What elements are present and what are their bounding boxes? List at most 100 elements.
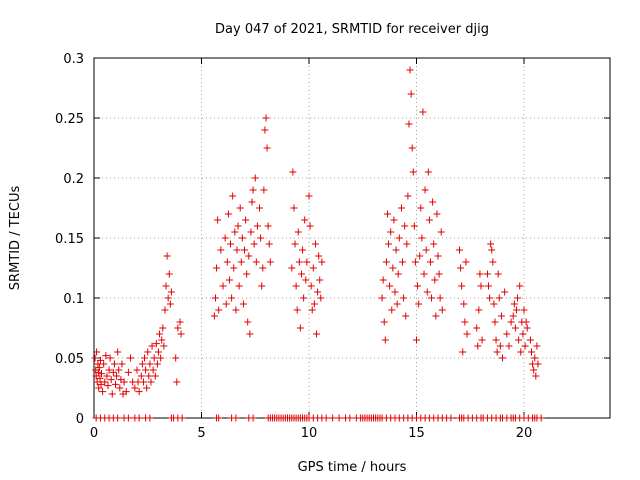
data-point <box>411 258 419 266</box>
data-point <box>492 336 500 344</box>
data-point <box>496 342 504 350</box>
data-point <box>122 388 130 396</box>
zero-point <box>335 414 343 422</box>
data-point <box>510 300 518 308</box>
data-point <box>406 66 414 74</box>
data-point <box>424 168 432 176</box>
data-point <box>495 294 503 302</box>
zero-point <box>537 414 545 422</box>
data-point <box>436 294 444 302</box>
data-point <box>263 144 271 152</box>
data-point <box>231 228 239 236</box>
data-point <box>521 342 529 350</box>
data-point <box>407 90 415 98</box>
data-point <box>417 204 425 212</box>
data-point <box>497 312 505 320</box>
data-point <box>490 300 498 308</box>
data-point <box>102 352 110 360</box>
data-point <box>219 282 227 290</box>
data-point <box>400 294 408 302</box>
data-point <box>172 354 180 362</box>
data-point <box>405 120 413 128</box>
data-point <box>223 258 231 266</box>
data-point <box>431 276 439 284</box>
data-point <box>245 252 253 260</box>
y-tick-label: 0.2 <box>63 172 84 187</box>
data-point <box>260 186 268 194</box>
data-point <box>247 228 255 236</box>
data-point <box>395 234 403 242</box>
data-point <box>127 354 135 362</box>
data-point <box>517 348 525 356</box>
data-point <box>303 258 311 266</box>
y-tick-labels: 0 0.05 0.1 0.15 0.2 0.25 0.3 <box>55 52 84 427</box>
data-point <box>416 252 424 260</box>
data-point <box>474 342 482 350</box>
data-point <box>150 354 158 362</box>
data-point <box>457 264 465 272</box>
data-point <box>94 368 102 376</box>
data-point <box>266 258 274 266</box>
data-point <box>239 300 247 308</box>
data-point <box>534 360 542 368</box>
data-point <box>515 336 523 344</box>
data-point <box>227 240 235 248</box>
zero-point <box>215 414 223 422</box>
data-point <box>476 270 484 278</box>
zero-point <box>114 414 122 422</box>
y-axis-label: SRMTID / TECUs <box>8 186 23 291</box>
data-point <box>149 366 157 374</box>
data-point <box>211 294 219 302</box>
data-point <box>516 282 524 290</box>
data-point <box>288 264 296 272</box>
data-point <box>236 204 244 212</box>
data-point <box>422 246 430 254</box>
data-point <box>419 108 427 116</box>
data-point <box>478 336 486 344</box>
data-point <box>306 222 314 230</box>
data-point <box>463 330 471 338</box>
data-point <box>458 282 466 290</box>
zero-point <box>322 414 330 422</box>
data-point <box>217 246 225 254</box>
data-point <box>244 318 252 326</box>
data-point <box>109 368 117 376</box>
data-point <box>420 270 428 278</box>
data-point <box>258 282 266 290</box>
data-point <box>229 192 237 200</box>
chart-title: Day 047 of 2021, SRMTID for receiver dji… <box>215 22 489 37</box>
data-point <box>401 222 409 230</box>
zero-point <box>146 414 154 422</box>
data-point <box>257 234 265 242</box>
data-point <box>144 348 152 356</box>
data-point <box>173 378 181 386</box>
data-point <box>507 318 515 326</box>
data-point <box>166 300 174 308</box>
data-point <box>295 258 303 266</box>
data-point <box>262 114 270 122</box>
data-point <box>235 282 243 290</box>
data-point <box>491 318 499 326</box>
data-point <box>174 324 182 332</box>
data-point <box>473 324 481 332</box>
data-point <box>514 294 522 302</box>
x-tick-label: 15 <box>408 426 425 441</box>
data-point <box>433 210 441 218</box>
data-point <box>509 312 517 320</box>
data-point <box>215 306 223 314</box>
data-point <box>426 258 434 266</box>
data-point <box>221 234 229 242</box>
data-point <box>314 288 322 296</box>
data-point <box>392 246 400 254</box>
data-point <box>157 354 165 362</box>
data-point <box>96 356 104 364</box>
data-point <box>386 282 394 290</box>
data-point <box>456 246 463 254</box>
data-point <box>403 240 411 248</box>
data-point <box>305 192 313 200</box>
data-point <box>98 370 106 378</box>
data-point <box>413 336 420 344</box>
grid-lines <box>94 58 610 418</box>
data-point <box>176 318 184 326</box>
data-point <box>429 198 437 206</box>
